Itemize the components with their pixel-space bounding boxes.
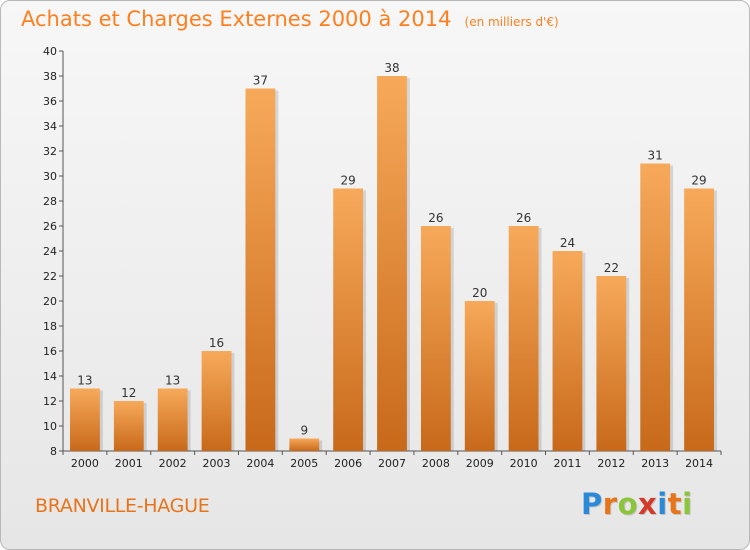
bar-2012 xyxy=(596,276,627,451)
y-axis: 8 10 12 14 16 18 20 22 24 26 28 30 32 34 36 38 40 xyxy=(43,45,64,458)
y-tick-label: 14 xyxy=(43,370,57,383)
x-tick-label: 2009 xyxy=(466,457,494,470)
bar-2009 xyxy=(464,301,495,451)
x-axis: 2000 2001 2002 2003 2004 2005 2006 2007 2008 2009… xyxy=(62,450,722,470)
logo-letter: i xyxy=(682,487,693,521)
x-tick-label: 2010 xyxy=(510,457,538,470)
data-labels-group: 13 12 13 16 37 9 29 38 26 20 26 24 22 31 29 xyxy=(77,61,706,438)
bar-2004 xyxy=(245,88,276,451)
x-tick-label: 2008 xyxy=(422,457,450,470)
x-tick-label: 2004 xyxy=(246,457,274,470)
y-tick-label: 40 xyxy=(43,45,57,58)
data-label-2004: 37 xyxy=(253,74,268,88)
logo-letter: P xyxy=(581,487,603,521)
bar-2001 xyxy=(113,401,144,451)
y-tick-label: 34 xyxy=(43,120,57,133)
data-label-2000: 13 xyxy=(77,374,92,388)
bar-2006 xyxy=(333,188,364,451)
logo-letter: x xyxy=(638,487,658,521)
bars-group xyxy=(70,76,717,451)
data-label-2002: 13 xyxy=(165,374,180,388)
data-label-2010: 26 xyxy=(516,211,531,225)
x-tick-label: 2003 xyxy=(203,457,231,470)
data-label-2011: 24 xyxy=(560,236,575,250)
data-label-2007: 38 xyxy=(384,61,399,75)
logo-letter: r xyxy=(602,487,618,521)
logo-letter: o xyxy=(617,487,639,521)
proxiti-logo: Proxiti xyxy=(581,487,693,521)
y-tick-label: 36 xyxy=(43,95,57,108)
data-label-2001: 12 xyxy=(121,386,136,400)
data-label-2014: 29 xyxy=(691,174,706,188)
y-tick-label: 16 xyxy=(43,345,57,358)
bar-2000 xyxy=(70,388,100,451)
bar-2011 xyxy=(552,251,583,451)
y-tick-label: 26 xyxy=(43,220,57,233)
data-label-2009: 20 xyxy=(472,286,487,300)
x-tick-label: 2012 xyxy=(597,457,625,470)
data-label-2013: 31 xyxy=(648,149,663,163)
y-tick-label: 20 xyxy=(43,295,57,308)
bar-2005 xyxy=(289,438,320,451)
y-tick-label: 10 xyxy=(43,420,57,433)
chart-title: Achats et Charges Externes 2000 à 2014 xyxy=(21,7,452,31)
data-label-2003: 16 xyxy=(209,336,224,350)
y-tick-label: 38 xyxy=(43,70,57,83)
data-label-2012: 22 xyxy=(604,261,619,275)
x-tick-label: 2014 xyxy=(685,457,713,470)
data-label-2005: 9 xyxy=(300,424,308,438)
data-label-2006: 29 xyxy=(340,174,355,188)
y-tick-label: 22 xyxy=(43,270,57,283)
x-tick-label: 2011 xyxy=(553,457,581,470)
bar-2003 xyxy=(201,351,232,451)
chart-subtitle: (en milliers d'€) xyxy=(464,15,559,29)
x-tick-label: 2002 xyxy=(159,457,187,470)
x-tick-label: 2006 xyxy=(334,457,362,470)
bar-2010 xyxy=(508,226,539,451)
x-tick-label: 2013 xyxy=(641,457,669,470)
x-tick-label: 2005 xyxy=(290,457,318,470)
bar-2007 xyxy=(377,76,407,451)
chart-header: Achats et Charges Externes 2000 à 2014 (… xyxy=(21,7,559,31)
bar-2008 xyxy=(420,226,451,451)
x-tick-label: 2001 xyxy=(115,457,143,470)
y-tick-label: 24 xyxy=(43,245,57,258)
logo-letter: t xyxy=(667,487,683,521)
logo-letter: i xyxy=(657,487,668,521)
y-tick-label: 28 xyxy=(43,195,57,208)
commune-name: BRANVILLE-HAGUE xyxy=(35,495,210,517)
y-tick-label: 8 xyxy=(50,445,57,458)
bar-2014 xyxy=(684,188,714,451)
y-tick-label: 32 xyxy=(43,145,57,158)
data-label-2008: 26 xyxy=(428,211,443,225)
x-tick-label: 2007 xyxy=(378,457,406,470)
y-tick-label: 18 xyxy=(43,320,57,333)
y-tick-label: 12 xyxy=(43,395,57,408)
x-tick-label: 2000 xyxy=(71,457,99,470)
y-tick-label: 30 xyxy=(43,170,57,183)
bar-2013 xyxy=(640,163,671,451)
bar-2002 xyxy=(157,388,188,451)
